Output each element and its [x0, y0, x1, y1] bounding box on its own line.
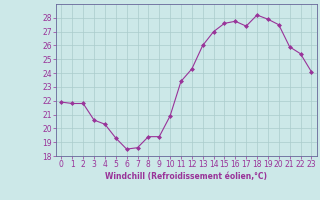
X-axis label: Windchill (Refroidissement éolien,°C): Windchill (Refroidissement éolien,°C) [105, 172, 268, 181]
